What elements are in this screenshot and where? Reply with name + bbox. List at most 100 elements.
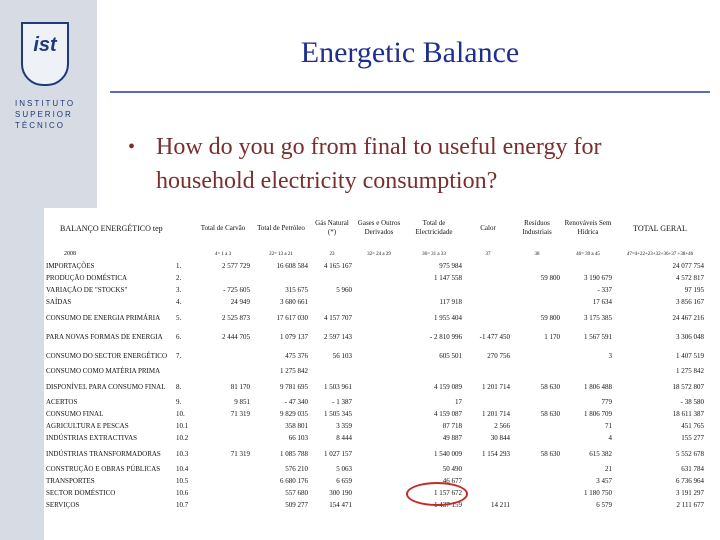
row-ref: 1. (176, 262, 182, 270)
table-header-label: BALANÇO ENERGÉTICO tep (60, 223, 163, 233)
row-ref: 2. (176, 274, 182, 282)
table-cell (194, 463, 252, 475)
table-cell: 17 (455, 398, 462, 406)
table-cell (194, 365, 252, 377)
table-cell: 451 765 (681, 422, 704, 430)
table-cell (512, 420, 562, 432)
row-ref: 10.1 (176, 422, 189, 430)
table-cell (354, 475, 404, 487)
table-cell: - 337 (597, 286, 612, 294)
table-row: CONSUMO DE ENERGIA PRIMÁRIA 5. 2 525 873 17… (44, 308, 706, 327)
table-row: INDÚSTRIAS TRANSFORMADORAS 10.3 71 319 1 08… (44, 444, 706, 463)
table-cell: 3 191 297 (676, 489, 704, 497)
table-cell: 2 525 873 (222, 313, 250, 322)
table-cell: 4 159 087 (434, 410, 462, 418)
row-ref: 10.2 (176, 434, 189, 442)
table-cell: 576 210 (285, 465, 308, 473)
table-cell: 49 887 (442, 434, 462, 442)
table-cell (464, 260, 512, 272)
logo-words: INSTITUTO SUPERIOR TÉCNICO (15, 98, 75, 131)
logo-mark-letters: ist (33, 34, 57, 56)
table-cell (562, 260, 614, 272)
table-cell: 1 180 750 (584, 489, 612, 497)
table-cell: 1 275 842 (676, 367, 704, 375)
table-row: CONSUMO FINAL 10. 71 319 9 829 035 1 505 345… (44, 408, 706, 420)
column-header: TOTAL GERAL (633, 223, 687, 233)
column-header: Resíduos Industriais (522, 219, 552, 236)
formula-cell: 23 (329, 251, 335, 257)
column-header: Calor (480, 223, 496, 232)
table-cell: 9 781 695 (280, 382, 308, 391)
table-cell: 270 756 (487, 351, 510, 360)
table-cell: 4 159 089 (434, 382, 462, 391)
row-ref: 10.3 (176, 449, 189, 458)
table-cell (354, 432, 404, 444)
table-cell: 3 (608, 351, 613, 360)
row-label: SECTOR DOMÉSTICO (46, 489, 116, 497)
table-row: PRODUÇÃO DOMÉSTICA 2. 1 147 558 59 800 3 190… (44, 272, 706, 284)
table-cell: 975 984 (439, 262, 462, 270)
row-label: PARA NOVAS FORMAS DE ENERGIA (46, 332, 163, 341)
row-label: DISPONÍVEL PARA CONSUMO FINAL (46, 382, 166, 391)
table-cell: 30 844 (490, 434, 510, 442)
table-cell (354, 499, 404, 511)
table-cell (404, 284, 464, 296)
year-label: 2008 (64, 251, 76, 257)
table-cell: 315 675 (285, 286, 308, 294)
logo-line: TÉCNICO (15, 121, 65, 130)
table-cell: 9 829 035 (280, 410, 308, 418)
table-cell: 3 680 661 (280, 298, 308, 306)
row-label: SERVIÇOS (46, 501, 80, 509)
table-cell: 2 444 705 (222, 332, 250, 341)
table-cell: 2 111 677 (676, 501, 704, 509)
table-cell: 58 630 (540, 382, 560, 391)
column-header: Total de Carvão (200, 223, 246, 232)
formula-cell: 47=4+22+23+32+36+37 +38+46 (626, 251, 694, 257)
table-cell: 4 165 167 (324, 262, 352, 270)
table-cell: 3 359 (336, 422, 352, 430)
table-cell: 71 319 (230, 410, 250, 418)
column-header: Total de Petróleo (257, 223, 305, 232)
table-cell: 615 382 (589, 449, 612, 458)
row-ref: 5. (176, 313, 182, 322)
formula-cell: 4= 1 a 3 (214, 251, 232, 257)
table-cell: 1 503 961 (324, 382, 352, 391)
table-cell (512, 499, 562, 511)
table-cell (512, 396, 562, 408)
table-cell: - 725 605 (223, 286, 250, 294)
table-cell (562, 365, 614, 377)
table-row: DISPONÍVEL PARA CONSUMO FINAL 8. 81 170 9 7… (44, 377, 706, 396)
table-cell (194, 420, 252, 432)
table-cell (464, 308, 512, 327)
row-ref: 10.5 (176, 477, 189, 485)
row-label: INDÚSTRIAS TRANSFORMADORAS (46, 449, 161, 458)
table-cell (354, 327, 404, 346)
logo-line: INSTITUTO (15, 99, 76, 108)
formula-cell: 32= 24 a 29 (367, 251, 391, 257)
table-cell: 2 577 729 (222, 262, 250, 270)
table-cell (194, 487, 252, 499)
row-ref: 10.6 (176, 489, 189, 497)
table-cell (464, 463, 512, 475)
table-cell (354, 260, 404, 272)
table-cell: 81 170 (230, 382, 250, 391)
table-cell: 97 195 (684, 286, 704, 294)
row-ref: 7. (176, 351, 182, 360)
table-row: IMPORTAÇÕES 1. 2 577 729 16 608 584 4 165 16… (44, 260, 706, 272)
table-cell: 117 918 (439, 298, 463, 306)
table-header-row: BALANÇO ENERGÉTICO tep Total de Carvão T… (44, 208, 706, 248)
logo-line: SUPERIOR (15, 110, 73, 119)
table-cell: 46 677 (442, 477, 462, 485)
table-cell (464, 284, 512, 296)
table-cell (354, 308, 404, 327)
table-cell (512, 487, 562, 499)
table-cell: 24 467 216 (672, 313, 705, 322)
table-row: SERVIÇOS 10.7 509 277 154 471 1 437 159 14 21… (44, 499, 706, 511)
row-ref: 3. (176, 286, 182, 294)
row-label: CONSTRUÇÃO E OBRAS PÚBLICAS (46, 465, 161, 473)
table-cell (194, 475, 252, 487)
table-cell: 3 175 385 (584, 313, 612, 322)
formula-cell: 46= 39 a 45 (576, 251, 600, 257)
table-cell (354, 284, 404, 296)
table-cell: 24 949 (230, 298, 250, 306)
